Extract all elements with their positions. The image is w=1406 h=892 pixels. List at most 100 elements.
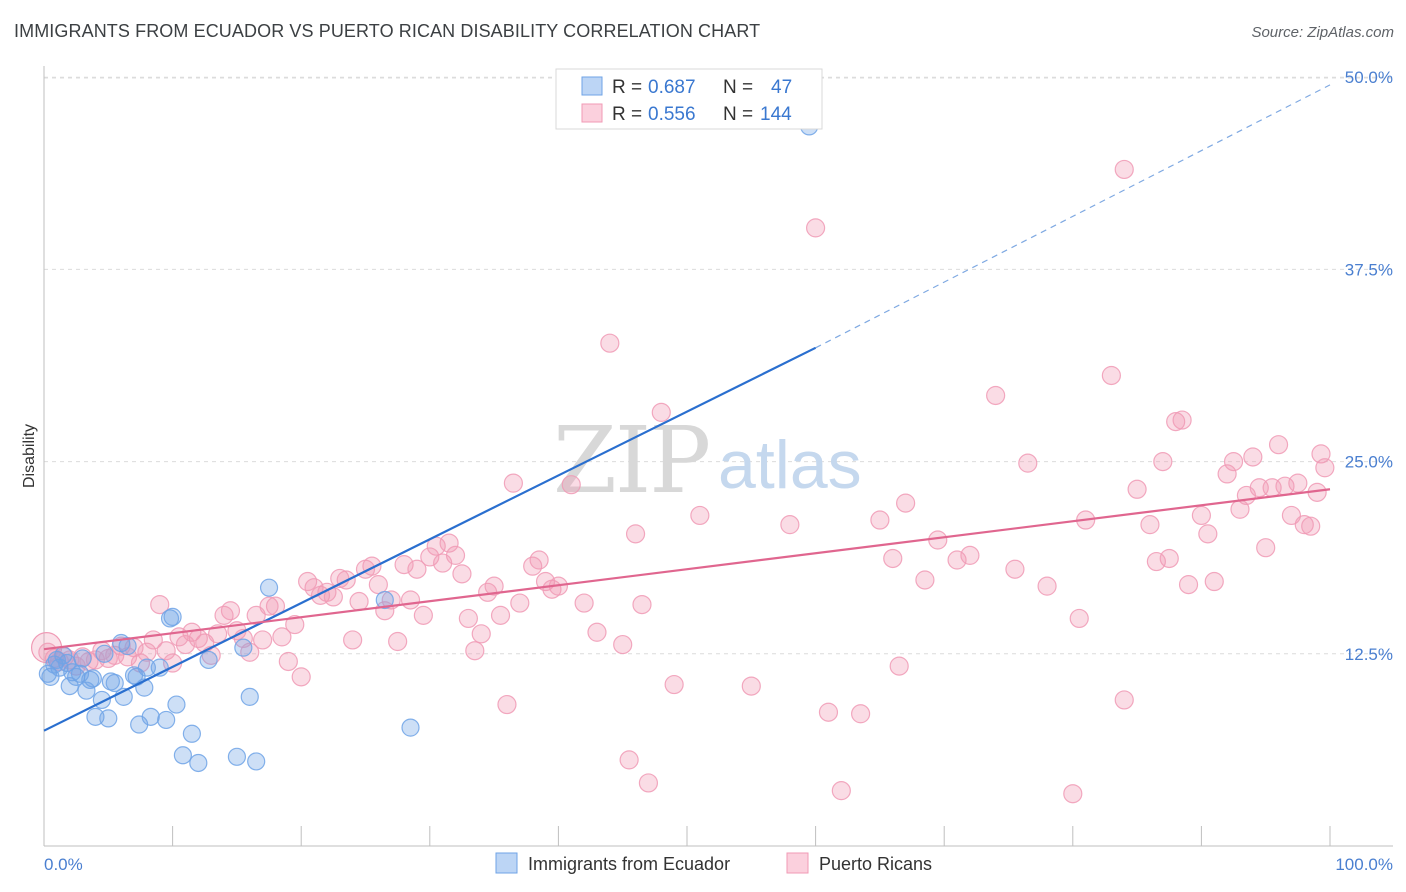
chart-title: IMMIGRANTS FROM ECUADOR VS PUERTO RICAN … [14, 21, 761, 41]
data-point [285, 614, 305, 635]
trend-line-ecuador [43, 346, 817, 732]
data-point [240, 687, 259, 706]
data-point [439, 533, 459, 553]
legend-r-label-puerto-ricans: R = [612, 104, 642, 125]
data-point [105, 673, 124, 693]
legend-r-value-ecuador: 0.687 [648, 77, 696, 98]
data-point [259, 578, 279, 597]
data-point [1146, 551, 1166, 572]
watermark-atlas: atlas [718, 427, 862, 503]
data-point [167, 695, 186, 714]
data-point [889, 656, 909, 676]
data-point [497, 694, 517, 715]
bottom-legend-swatch-ecuador [495, 852, 518, 874]
data-point [947, 550, 967, 570]
data-point [741, 676, 761, 696]
legend-n-value-puerto-ricans: 144 [760, 104, 792, 125]
y-tick-label: 25.0% [1345, 453, 1393, 472]
data-point [60, 676, 79, 696]
data-point [1191, 505, 1212, 526]
data-point [173, 746, 192, 765]
data-point [851, 704, 871, 724]
data-point [400, 590, 421, 610]
data-point [870, 510, 890, 530]
data-point [484, 576, 504, 596]
data-point [587, 622, 607, 642]
data-point [163, 607, 182, 626]
data-point [896, 493, 916, 513]
legend-r-value-puerto-ricans: 0.556 [648, 104, 696, 125]
data-point [401, 718, 420, 737]
data-point [445, 545, 466, 565]
data-point [253, 630, 273, 650]
legend-swatch-ecuador [581, 76, 603, 96]
y-tick-label: 12.5% [1345, 645, 1393, 664]
y-tick-labels: 12.5% 25.0% 37.5% 50.0% [1345, 68, 1393, 664]
data-point [1223, 452, 1244, 472]
data-point [1114, 159, 1134, 180]
data-point [157, 710, 176, 730]
data-point [407, 559, 427, 579]
data-point [1178, 575, 1199, 595]
data-point [1172, 410, 1192, 430]
y-tick-label: 50.0% [1345, 68, 1393, 87]
data-point [619, 750, 639, 770]
data-point [208, 624, 228, 644]
data-point [510, 593, 530, 613]
data-point [638, 773, 659, 793]
watermark: ZIP atlas [553, 407, 862, 514]
data-point [220, 601, 241, 621]
data-point [818, 702, 839, 722]
data-point [349, 591, 369, 612]
data-point [1217, 464, 1237, 484]
data-point [272, 627, 292, 647]
data-point [38, 664, 57, 683]
trend-line-puerto-ricans [43, 488, 1331, 651]
data-point [1140, 515, 1160, 535]
data-point [1114, 690, 1134, 710]
x-tick-label: 0.0% [44, 855, 83, 874]
legend-swatch-puerto-ricans [581, 103, 603, 123]
data-point [150, 594, 170, 615]
data-point [928, 530, 948, 550]
data-point [278, 651, 298, 672]
data-point [561, 475, 581, 495]
data-point [452, 564, 472, 584]
data-point [413, 605, 433, 625]
data-point [259, 596, 279, 616]
data-point [362, 556, 382, 576]
data-point [1315, 458, 1335, 478]
data-point [343, 630, 363, 650]
data-point [234, 638, 253, 657]
data-point [95, 644, 114, 663]
bottom-legend-label-ecuador: Immigrants from Ecuador [528, 854, 730, 874]
data-point [986, 385, 1006, 406]
data-point [394, 555, 414, 575]
data-point [490, 605, 511, 625]
data-point [141, 707, 160, 726]
data-point [1301, 516, 1321, 536]
data-point [189, 753, 208, 773]
data-point [1198, 524, 1218, 544]
data-point [182, 724, 201, 743]
axes [43, 66, 1393, 847]
data-point [199, 650, 218, 670]
data-point [780, 515, 800, 535]
data-point [1063, 784, 1083, 804]
data-point [1281, 505, 1302, 526]
data-point [664, 674, 684, 695]
data-point [99, 709, 118, 728]
data-point [1127, 479, 1147, 499]
data-point [1037, 576, 1057, 596]
legend: R = 0.687 N = 47 R = 0.556 N = 144 [555, 68, 823, 130]
data-point [471, 624, 491, 644]
data-point [1166, 412, 1186, 432]
data-point [156, 641, 176, 661]
y-tick-label: 37.5% [1345, 260, 1393, 279]
data-point [465, 641, 485, 661]
data-point [458, 608, 478, 629]
data-point [227, 747, 246, 766]
data-point [805, 218, 826, 238]
data-point [503, 473, 523, 493]
grid-lines [44, 76, 1393, 655]
